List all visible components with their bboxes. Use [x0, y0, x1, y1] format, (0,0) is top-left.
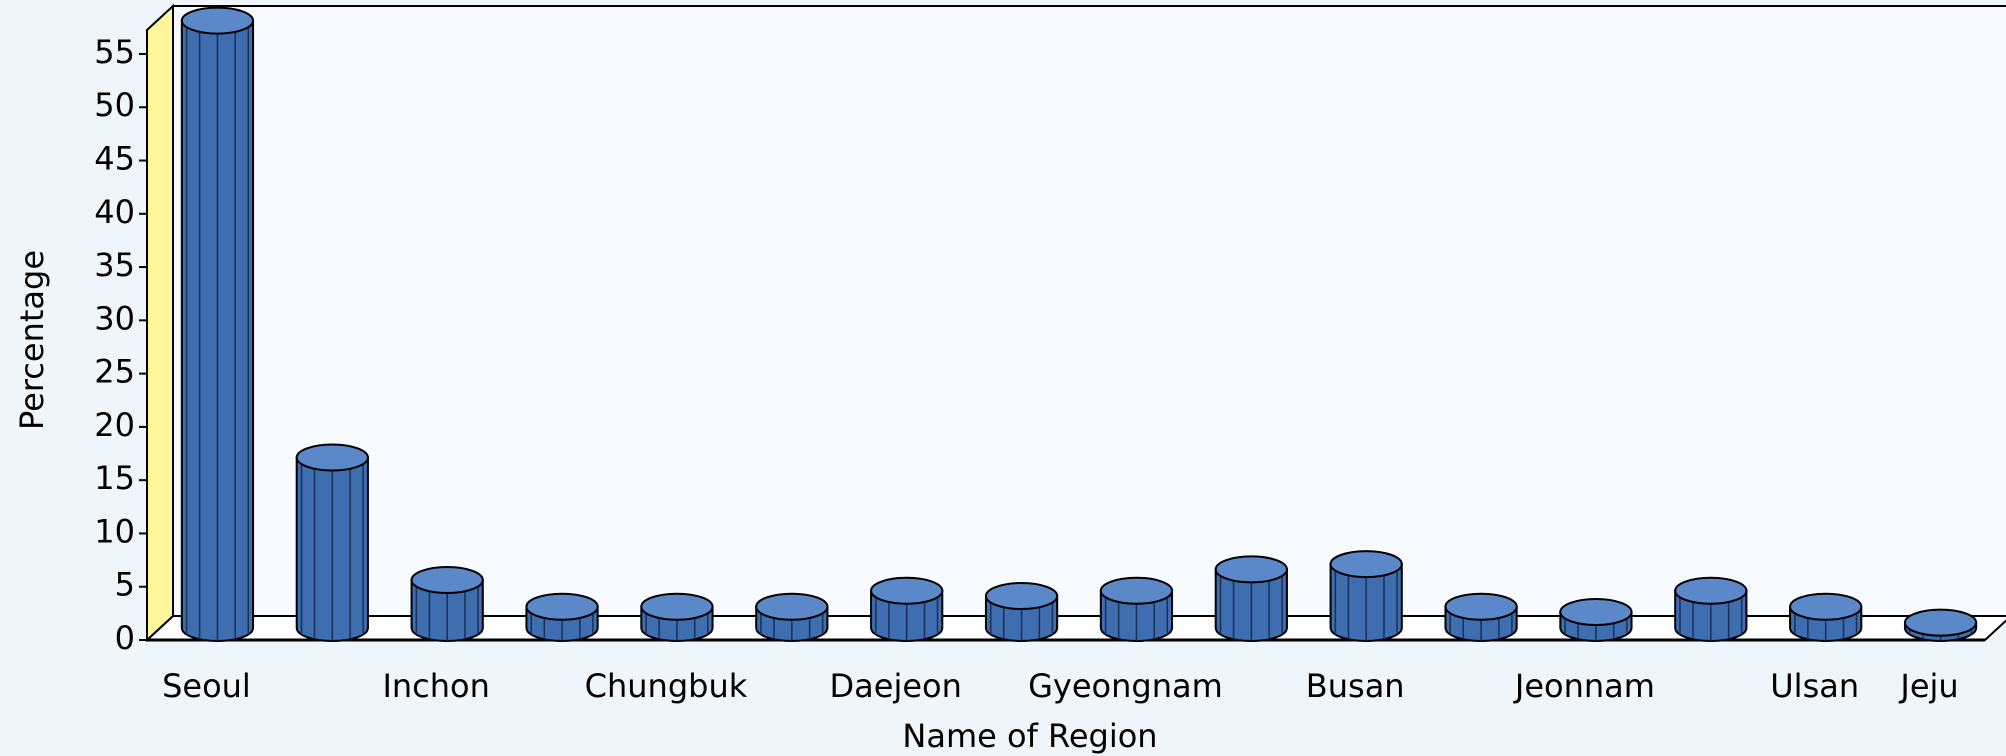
- bar: [410, 566, 484, 642]
- y-tick-label: 45: [94, 140, 135, 178]
- bar: [525, 592, 599, 642]
- y-tick-label: 20: [94, 406, 135, 444]
- bar-top: [1674, 576, 1748, 605]
- bar-top: [984, 582, 1059, 611]
- bar-top: [410, 566, 484, 595]
- y-tick-label: 15: [94, 459, 135, 497]
- bar-top: [295, 443, 369, 472]
- y-tick-label: 0: [115, 619, 135, 657]
- bar-top: [525, 592, 599, 621]
- y-tick-label: 50: [94, 86, 135, 124]
- bar-top: [640, 592, 714, 621]
- bar: [1099, 576, 1174, 642]
- x-tick-label: Ulsan: [1770, 667, 1859, 705]
- bar: [755, 592, 829, 642]
- bar-top: [870, 576, 944, 605]
- bar: [870, 576, 944, 642]
- x-tick-label: Jeonnam: [1513, 667, 1655, 705]
- bar-top: [755, 592, 829, 621]
- bar-top: [1329, 550, 1403, 579]
- y-tick-label: 30: [94, 299, 135, 337]
- x-tick-label: Seoul: [162, 667, 251, 705]
- bar: [295, 443, 369, 642]
- y-tick-label: 40: [94, 193, 135, 231]
- y-tick-label: 35: [94, 246, 135, 284]
- x-tick-label: Chungbuk: [585, 667, 748, 705]
- x-tick-label: Gyeongnam: [1028, 667, 1223, 705]
- back-wall: [172, 5, 2006, 617]
- bar: [1674, 576, 1748, 642]
- x-tick-label: Daejeon: [830, 667, 962, 705]
- bar: [1444, 592, 1518, 642]
- bar-top: [1099, 576, 1174, 605]
- x-tick-label: Inchon: [382, 667, 489, 705]
- side-wall: [146, 3, 174, 643]
- y-tick-label: 25: [94, 353, 135, 391]
- y-axis-title: Percentage: [13, 250, 51, 430]
- bar-top: [1903, 608, 1978, 637]
- bar: [1559, 598, 1633, 642]
- bar-top: [1444, 592, 1518, 621]
- bar: [640, 592, 714, 642]
- y-tick-label: 5: [115, 566, 135, 604]
- bar-top: [1559, 598, 1633, 627]
- y-tick-label: 55: [94, 33, 135, 71]
- bar: [180, 6, 255, 642]
- bar: [1789, 592, 1863, 642]
- x-tick-label: Jeju: [1898, 667, 1958, 705]
- bar: [1214, 555, 1288, 642]
- bar-top: [1789, 592, 1863, 621]
- x-axis-title: Name of Region: [902, 717, 1157, 755]
- bar-top: [180, 6, 255, 35]
- bar-top: [1214, 555, 1288, 584]
- x-tick-label: Busan: [1306, 667, 1405, 705]
- bar: [1903, 608, 1978, 642]
- bar: [1329, 550, 1403, 642]
- y-tick-label: 10: [94, 512, 135, 550]
- bar: [984, 582, 1059, 642]
